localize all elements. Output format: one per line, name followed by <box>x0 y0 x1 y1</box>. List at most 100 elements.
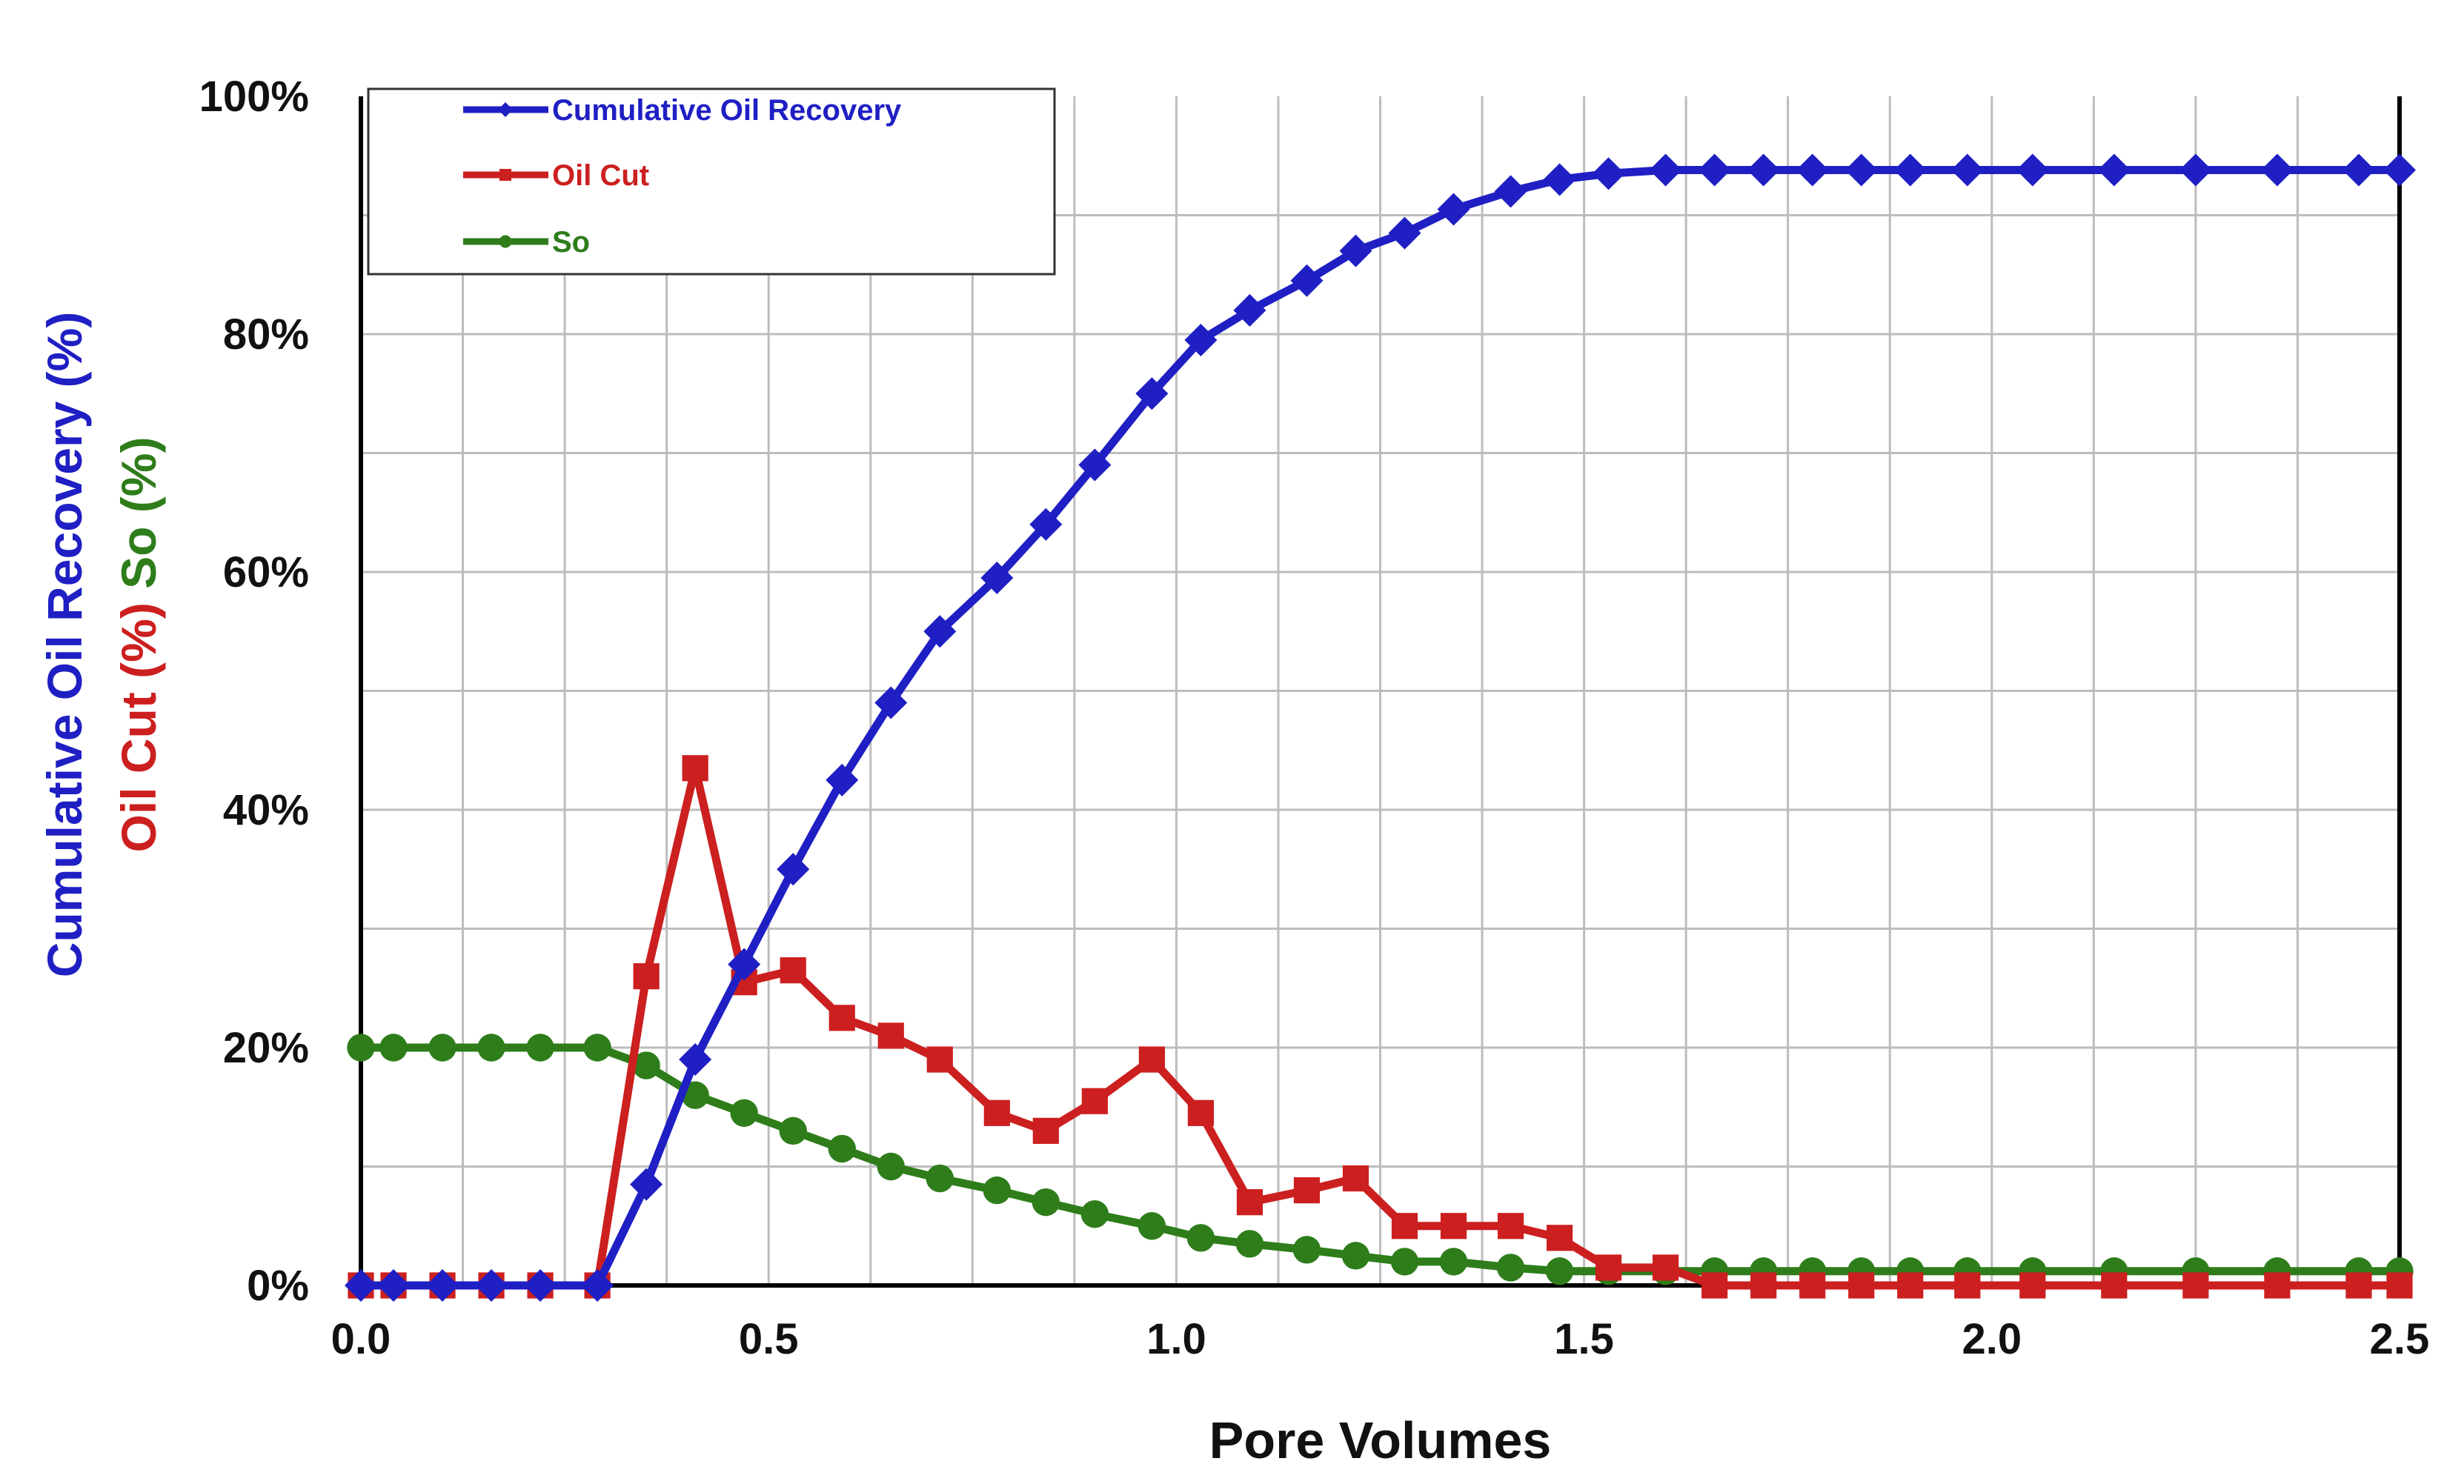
data-point <box>1138 1212 1166 1240</box>
data-point <box>1388 216 1421 250</box>
data-point <box>377 1269 411 1302</box>
data-point <box>2097 153 2131 187</box>
legend-label: So <box>552 226 590 259</box>
data-point <box>633 963 660 990</box>
data-point <box>2383 153 2416 187</box>
x-tick-label: 0.5 <box>739 1315 799 1363</box>
data-point <box>428 1034 456 1062</box>
data-point <box>345 1269 377 1302</box>
data-point <box>379 1034 408 1062</box>
data-point <box>2345 1272 2372 1299</box>
data-point <box>877 1152 905 1181</box>
legend-marker <box>498 102 513 117</box>
data-point <box>1290 264 1324 297</box>
data-point <box>779 1117 807 1145</box>
y-axis-label-recovery: Cumulative Oil Recovery (%) <box>37 312 92 978</box>
data-point <box>1391 1213 1418 1240</box>
data-point <box>679 1043 712 1077</box>
data-point <box>1893 153 1927 187</box>
data-point <box>1844 153 1878 187</box>
grid <box>361 96 2400 1285</box>
data-point <box>630 1168 663 1201</box>
data-point <box>2179 153 2212 187</box>
data-point <box>826 763 859 796</box>
data-point <box>2342 153 2375 187</box>
data-point <box>780 957 806 984</box>
data-point <box>1029 508 1063 541</box>
data-point <box>1497 1213 1524 1240</box>
data-point <box>1897 1272 1924 1299</box>
data-point <box>1701 1272 1728 1299</box>
x-tick-label: 2.5 <box>2370 1315 2430 1363</box>
data-point <box>1437 193 1470 226</box>
data-point <box>874 686 908 719</box>
data-point <box>581 1269 614 1302</box>
y-axis-label-oil-cut: Oil Cut (%) <box>111 589 166 853</box>
data-point <box>1848 1272 1875 1299</box>
legend: Cumulative Oil Recovery Oil Cut So <box>367 87 1056 276</box>
data-point <box>1750 1272 1777 1299</box>
y-tick-label: 60% <box>223 548 309 596</box>
data-point <box>828 1134 856 1163</box>
data-point <box>1698 153 1731 187</box>
data-point <box>1546 1225 1573 1251</box>
data-point <box>1341 1242 1370 1270</box>
y-tick-label: 40% <box>223 786 309 834</box>
data-point <box>1081 1088 1108 1114</box>
data-point <box>1595 1254 1622 1281</box>
data-point <box>1342 1165 1369 1192</box>
y-axis-label-so: So (%) <box>111 437 166 589</box>
data-point <box>980 562 1014 595</box>
data-point <box>1439 1248 1468 1276</box>
data-point <box>583 1034 611 1062</box>
data-point <box>347 1034 375 1062</box>
x-tick-label: 0.0 <box>331 1315 391 1363</box>
data-point <box>632 1051 660 1079</box>
data-point <box>682 755 708 782</box>
data-point <box>524 1269 557 1302</box>
data-point <box>1184 324 1218 357</box>
data-point <box>877 1022 904 1049</box>
data-point <box>923 615 957 648</box>
series-layer <box>345 153 2416 1302</box>
data-point <box>1032 1117 1059 1144</box>
data-point <box>1496 1254 1525 1282</box>
data-point <box>1292 1236 1321 1264</box>
legend-marker <box>499 235 512 248</box>
y-tick-label: 80% <box>223 310 309 359</box>
legend-marker <box>499 169 511 181</box>
data-point <box>1954 1272 1981 1299</box>
data-point <box>1138 1046 1165 1073</box>
data-point <box>730 1099 758 1127</box>
data-point <box>1078 448 1112 482</box>
data-point <box>1440 1213 1467 1240</box>
data-point <box>2101 1272 2128 1299</box>
data-point <box>926 1046 953 1073</box>
data-point <box>1494 175 1527 208</box>
data-point <box>1293 1177 1321 1204</box>
data-point <box>1950 153 1984 187</box>
data-point <box>1135 377 1169 410</box>
x-tick-label: 1.0 <box>1146 1315 1206 1363</box>
data-point <box>1233 293 1266 327</box>
data-point <box>1799 1272 1826 1299</box>
data-point <box>2182 1272 2209 1299</box>
x-tick-label: 1.5 <box>1554 1315 1614 1363</box>
data-point <box>1543 163 1576 196</box>
data-point <box>526 1034 554 1062</box>
series-cumulative-oil-recovery <box>345 153 2416 1302</box>
data-point <box>1186 1224 1215 1252</box>
data-point <box>1653 1254 1679 1281</box>
data-point <box>828 1005 855 1031</box>
data-point <box>426 1269 459 1302</box>
data-point <box>777 853 810 886</box>
data-point <box>983 1176 1012 1205</box>
legend-label: Cumulative Oil Recovery <box>552 94 902 127</box>
data-point <box>1080 1200 1109 1228</box>
data-point <box>477 1034 505 1062</box>
x-axis-label: Pore Volumes <box>1209 1411 1552 1469</box>
y-axis-label-secondary: Oil Cut (%) So (%) <box>111 437 166 853</box>
data-point <box>475 1269 508 1302</box>
